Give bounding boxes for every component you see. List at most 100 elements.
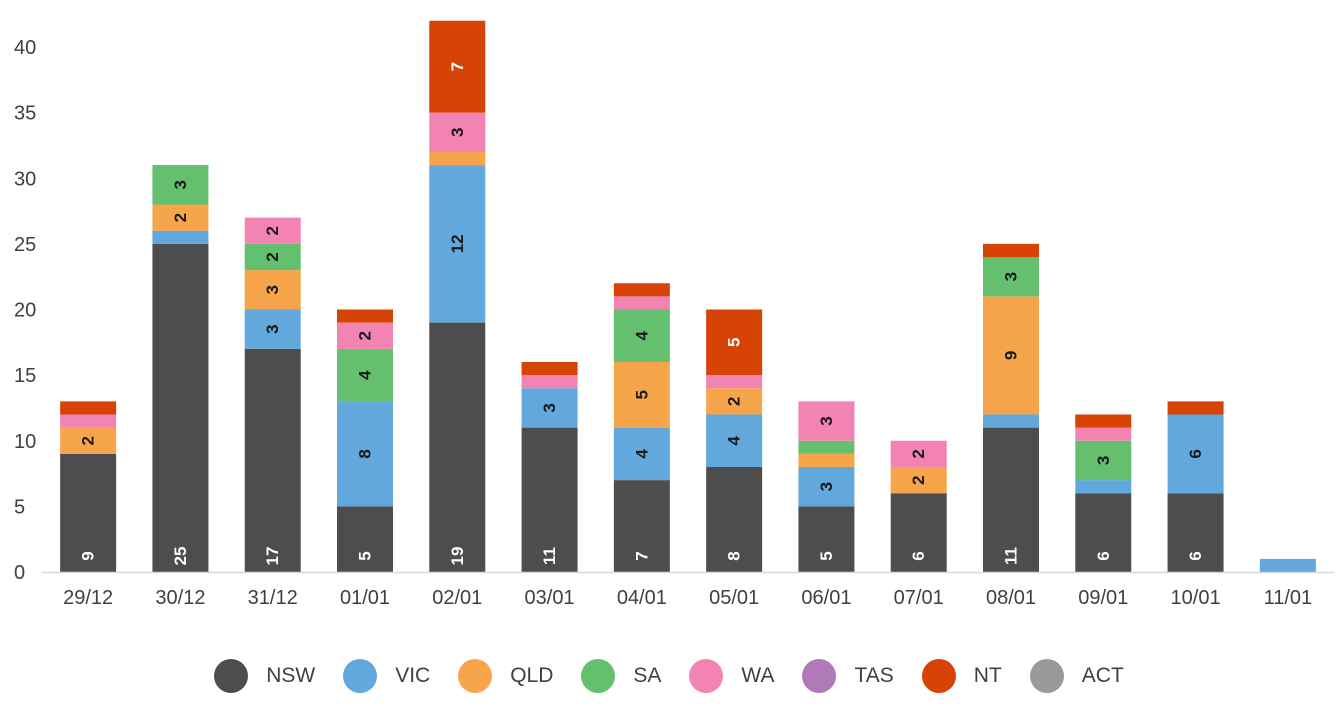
data-label-wa-31-12: 2	[263, 226, 282, 235]
data-label-sa-30-12: 3	[171, 180, 190, 189]
bar-segment-qld-07-01	[890, 467, 947, 494]
bar-segment-nsw-02-01	[429, 322, 486, 572]
bar-segment-vic-05-01	[706, 414, 763, 467]
y-tick-label: 40	[14, 37, 36, 59]
bars-group	[60, 20, 1316, 572]
x-tick-label: 02/01	[432, 587, 482, 609]
bar-segment-sa-06-01	[798, 440, 855, 454]
bar-segment-wa-01-01	[337, 322, 393, 349]
data-label-nsw-09-01: 6	[1094, 551, 1113, 560]
legend-label: NSW	[266, 664, 316, 687]
bar-segment-qld-31-12	[244, 270, 301, 310]
legend-swatch-act	[1029, 659, 1064, 693]
x-tick-label: 29/12	[63, 587, 113, 609]
legend-label: WA	[741, 664, 775, 687]
bar-segment-nsw-03-01	[521, 427, 578, 572]
data-label-nsw-04-01: 7	[632, 551, 651, 560]
bar-segment-vic-06-01	[798, 467, 855, 507]
legend-item-nsw: NSW	[214, 659, 315, 693]
x-tick-label: 31/12	[248, 587, 298, 609]
x-tick-label: 11/01	[1264, 587, 1313, 609]
legend-swatch-vic	[343, 659, 378, 693]
x-tick-label: 07/01	[894, 587, 944, 609]
bar-segment-vic-10-01	[1167, 414, 1224, 494]
data-label-qld-05-01: 2	[725, 397, 744, 406]
bar-segment-sa-30-12	[152, 165, 209, 205]
legend-label: NT	[973, 664, 1002, 687]
data-label-vic-02-01: 12	[448, 234, 467, 253]
y-tick-label: 25	[14, 234, 36, 256]
data-label-wa-06-01: 3	[817, 416, 836, 425]
data-label-nsw-10-01: 6	[1186, 551, 1205, 560]
data-label-vic-10-01: 6	[1186, 449, 1205, 458]
legend-label: SA	[633, 664, 662, 687]
legend: NSW VIC QLD SA WA TAS NT ACT	[0, 653, 1338, 699]
bar-segment-vic-03-01	[521, 388, 578, 428]
bar-segment-sa-09-01	[1075, 440, 1132, 481]
bar-segment-sa-01-01	[337, 348, 393, 402]
x-tick-label: 10/01	[1171, 587, 1221, 609]
bar-segment-vic-11-01	[1259, 558, 1316, 572]
legend-label: ACT	[1081, 664, 1124, 687]
legend-item-tas: TAS	[802, 659, 894, 693]
bar-segment-qld-05-01	[706, 388, 763, 415]
legend-item-vic: VIC	[343, 659, 430, 693]
legend-item-sa: SA	[581, 659, 661, 693]
y-tick-label: 0	[14, 562, 25, 584]
legend-label: TAS	[854, 664, 894, 687]
y-axis-ticks: 0 5 10 15 20 25 30 35 40	[14, 37, 36, 584]
data-label-sa-04-01: 4	[632, 330, 651, 340]
bar-segment-nsw-29-12	[60, 453, 117, 572]
bar-segment-nt-05-01	[706, 309, 763, 376]
data-label-nsw-02-01: 19	[448, 547, 467, 566]
bar-segment-sa-04-01	[613, 309, 670, 362]
data-label-wa-07-01: 2	[909, 449, 928, 458]
data-label-nsw-30-12: 25	[171, 547, 190, 566]
data-label-sa-09-01: 3	[1094, 456, 1113, 465]
y-tick-label: 10	[14, 431, 36, 453]
bar-segment-wa-07-01	[890, 440, 947, 467]
bar-segment-nsw-04-01	[613, 480, 670, 572]
legend-item-wa: WA	[689, 659, 774, 693]
data-label-vic-06-01: 3	[817, 482, 836, 491]
legend-item-act: ACT	[1029, 659, 1124, 693]
data-label-sa-01-01: 4	[356, 370, 375, 380]
data-label-qld-07-01: 2	[909, 475, 928, 484]
legend-item-nt: NT	[921, 659, 1002, 693]
y-tick-label: 30	[14, 168, 36, 190]
data-label-qld-30-12: 2	[171, 213, 190, 222]
data-label-vic-03-01: 3	[540, 403, 559, 412]
bar-segment-wa-02-01	[429, 112, 486, 152]
bar-segment-wa-31-12	[244, 217, 301, 244]
bar-segment-nsw-09-01	[1075, 493, 1132, 572]
bar-segment-qld-08-01	[983, 296, 1039, 415]
data-label-nt-05-01: 5	[725, 338, 744, 347]
data-label-nsw-31-12: 17	[263, 547, 282, 566]
x-tick-label: 03/01	[525, 587, 575, 609]
legend-label: VIC	[395, 664, 431, 687]
legend-swatch-wa	[689, 659, 724, 693]
data-label-nsw-29-12: 9	[79, 551, 98, 560]
data-label-nt-02-01: 7	[448, 62, 467, 71]
x-tick-label: 09/01	[1078, 587, 1128, 609]
legend-item-qld: QLD	[458, 659, 553, 693]
data-label-vic-04-01: 4	[632, 449, 651, 459]
bar-segment-vic-01-01	[337, 401, 393, 507]
bar-segment-nsw-08-01	[983, 427, 1039, 572]
x-tick-label: 06/01	[801, 587, 851, 609]
bar-segment-nt-04-01	[613, 283, 670, 297]
x-tick-label: 08/01	[986, 587, 1036, 609]
data-label-sa-08-01: 3	[1002, 272, 1021, 281]
data-label-sa-31-12: 2	[263, 252, 282, 261]
y-tick-label: 20	[14, 300, 36, 322]
y-tick-label: 15	[14, 365, 36, 387]
stacked-bar-chart: 9225231733225842191237113745484255336221…	[14, 20, 1334, 609]
bar-segment-nsw-01-01	[337, 506, 393, 572]
data-label-qld-04-01: 5	[632, 390, 651, 399]
bar-segment-nt-01-01	[337, 309, 393, 323]
x-tick-label: 01/01	[340, 587, 390, 609]
data-label-qld-31-12: 3	[263, 285, 282, 294]
bar-segment-qld-04-01	[613, 362, 670, 428]
bar-segment-nsw-31-12	[244, 348, 301, 572]
bar-segment-qld-29-12	[60, 427, 117, 454]
